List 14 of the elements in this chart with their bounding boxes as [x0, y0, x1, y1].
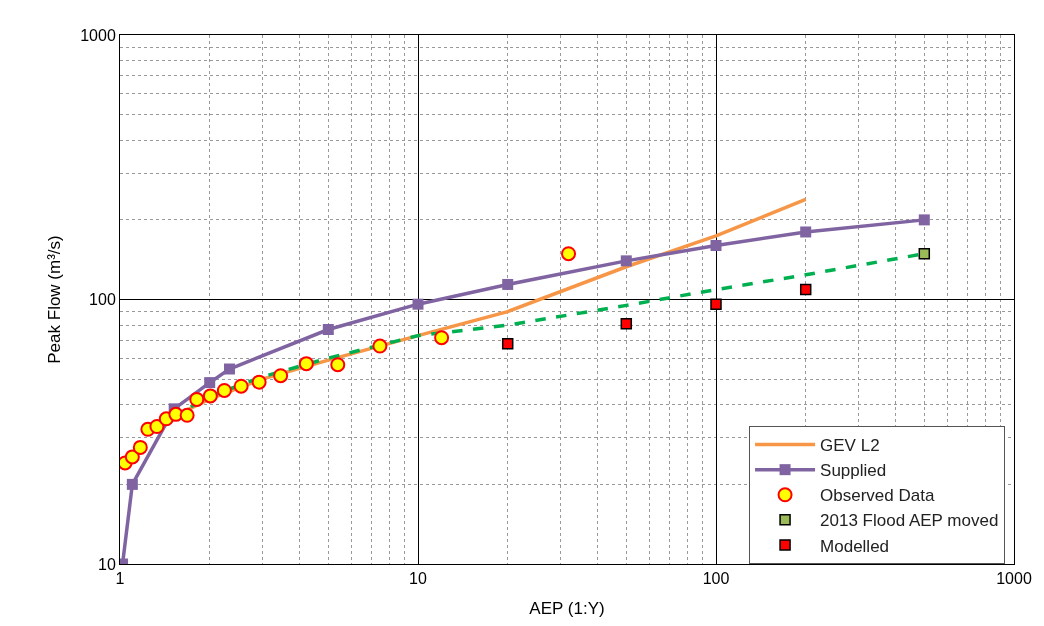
y-tick-label: 10	[98, 555, 116, 573]
y-tick-label: 1000	[80, 26, 116, 44]
x-axis-title: AEP (1:Y)	[529, 598, 605, 618]
x-tick-label: 100	[702, 570, 730, 588]
legend-label: Observed Data	[820, 486, 935, 506]
legend-label: Supplied	[820, 461, 887, 481]
y-tick-label: 100	[89, 291, 116, 309]
x-tick-label: 1000	[996, 570, 1032, 588]
x-tick-label: 10	[409, 570, 427, 588]
legend-label: GEV L2	[820, 436, 880, 456]
legend-label: 2013 Flood AEP moved	[820, 511, 999, 531]
y-axis-title: Peak Flow (m³/s)	[44, 235, 64, 364]
x-tick-label: 1	[115, 570, 125, 588]
legend-label: Modelled	[820, 536, 890, 556]
